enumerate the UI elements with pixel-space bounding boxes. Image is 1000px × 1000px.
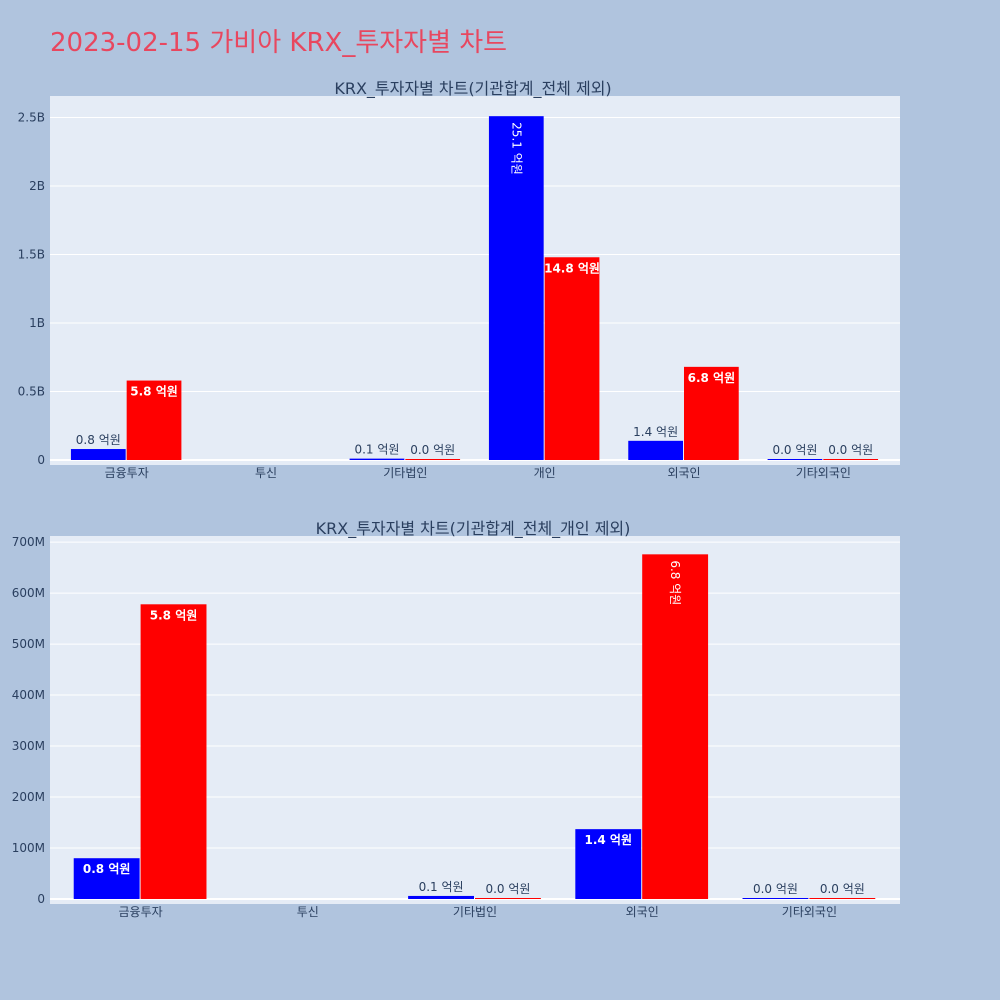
y-tick-label: 300M <box>12 739 45 753</box>
y-tick-label: 0.5B <box>18 385 45 399</box>
bar <box>809 898 876 899</box>
bar <box>349 458 405 460</box>
y-tick-label: 0 <box>37 892 45 906</box>
data-label: 25.1 억원 <box>509 122 523 175</box>
data-label: 0.0 억원 <box>485 882 530 896</box>
y-tick-label: 2B <box>29 179 45 193</box>
data-label: 0.1 억원 <box>354 443 399 457</box>
bar <box>684 366 739 460</box>
bar <box>823 459 879 460</box>
y-tick-label: 200M <box>12 790 45 804</box>
data-label: 6.8 억원 <box>668 560 682 605</box>
data-label: 0.0 억원 <box>828 443 873 457</box>
x-tick-label: 기타법인 <box>453 905 497 919</box>
data-label: 0.0 억원 <box>820 882 865 896</box>
x-tick-label: 투신 <box>297 905 319 919</box>
data-label: 0.8 억원 <box>83 862 131 876</box>
x-tick-label: 외국인 <box>667 466 700 480</box>
y-tick-label: 1B <box>29 316 45 330</box>
bar <box>73 858 140 899</box>
y-tick-label: 0 <box>37 453 45 467</box>
x-tick-label: 기타법인 <box>383 466 427 480</box>
data-label: 5.8 억원 <box>130 385 178 399</box>
x-tick-label: 기타외국인 <box>796 466 851 480</box>
x-tick-label: 기타외국인 <box>782 905 837 919</box>
data-label: 1.4 억원 <box>633 425 678 439</box>
y-tick-label: 700M <box>12 535 45 549</box>
chart-1: 0 0.5B 1B 1.5B 2B 2.5B KRX_투자자별 차트(기관합계_전체 제외)… <box>18 79 900 480</box>
data-label: 0.0 억원 <box>753 882 798 896</box>
x-tick-label: 금융투자 <box>119 905 163 919</box>
bar <box>126 380 182 460</box>
y-tick-label: 1.5B <box>18 248 45 262</box>
bar <box>544 257 600 460</box>
bar <box>475 898 541 899</box>
bar <box>628 440 683 460</box>
bar <box>642 554 709 899</box>
bar <box>405 459 461 460</box>
x-tick-label: 개인 <box>534 466 556 480</box>
data-label: 0.8 억원 <box>76 433 121 447</box>
x-tick-label: 외국인 <box>626 905 659 919</box>
chart-2: 0 100M 200M 300M 400M 500M 600M 700M KRX_투자자별 차트… <box>12 519 900 919</box>
page-title: 2023-02-15 가비아 KRX_투자자별 차트 <box>50 28 508 58</box>
y-tick-label: 600M <box>12 586 45 600</box>
data-label: 6.8 억원 <box>688 371 736 385</box>
bar <box>488 116 544 460</box>
data-label: 14.8 억원 <box>544 261 600 275</box>
y-tick-label: 500M <box>12 637 45 651</box>
bar <box>742 898 809 899</box>
chart-title: KRX_투자자별 차트(기관합계_전체_개인 제외) <box>316 519 631 539</box>
data-label: 0.1 억원 <box>419 880 464 894</box>
bar <box>140 604 207 899</box>
data-label: 0.0 억원 <box>410 443 455 457</box>
x-tick-label: 금융투자 <box>105 466 149 480</box>
bar <box>575 829 642 899</box>
plot-area <box>50 96 900 465</box>
bar <box>767 459 823 460</box>
data-label: 0.0 억원 <box>772 443 817 457</box>
bar <box>408 895 474 899</box>
chart-title: KRX_투자자별 차트(기관합계_전체 제외) <box>334 79 611 99</box>
y-tick-label: 400M <box>12 688 45 702</box>
y-tick-label: 2.5B <box>18 111 45 125</box>
bar <box>70 449 126 460</box>
x-tick-label: 투신 <box>255 466 277 480</box>
y-tick-label: 100M <box>12 841 45 855</box>
data-label: 1.4 억원 <box>584 833 632 847</box>
data-label: 5.8 억원 <box>150 608 198 622</box>
